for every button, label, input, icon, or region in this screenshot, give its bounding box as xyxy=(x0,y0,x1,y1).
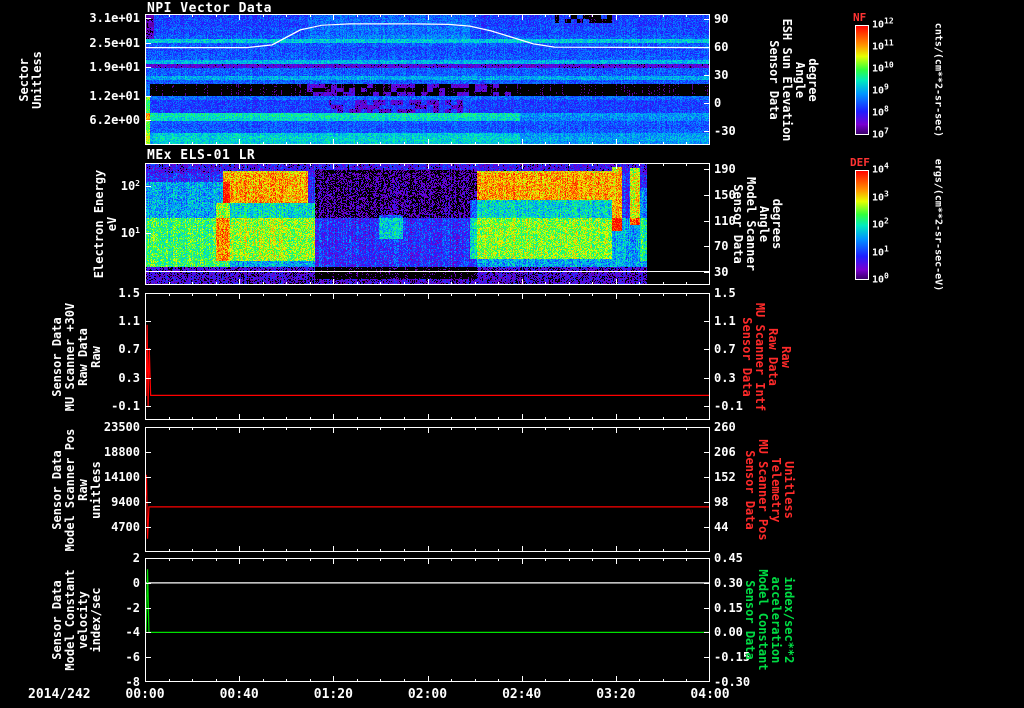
panel4-right-axis-label: Unitless Telemetry MU Scanner Pos Sensor… xyxy=(743,438,796,541)
panel3-left-tick-label: -0.1 xyxy=(111,398,140,413)
panel4-left-tick-label: 4700 xyxy=(111,520,140,534)
panel3-right-tick-label: -0.1 xyxy=(714,398,743,413)
panel1-right-tick-label: 0 xyxy=(714,95,722,110)
panel4-right-tick-label: 98 xyxy=(714,495,729,509)
panel2-left-tick-label: 102 xyxy=(120,178,140,193)
colorbar2-tick-label: 101 xyxy=(872,244,889,258)
panel2-right-tick-label: 150 xyxy=(714,188,736,203)
panel4-left-tick-label: 9400 xyxy=(111,495,140,509)
panel4-right-tick-label: 206 xyxy=(714,445,736,459)
panel5-right-tick-label: 0.00 xyxy=(714,625,743,640)
colorbar1-tick-label: 1010 xyxy=(872,60,894,75)
colorbar2-tick-label: 100 xyxy=(872,271,889,286)
panel5-left-tick-label: 0 xyxy=(132,575,140,590)
colorbar2-tick-label: 102 xyxy=(872,216,889,231)
panel1-left-tick-label: 6.2e+00 xyxy=(89,112,140,127)
colorbar1-tick-label: 1012 xyxy=(872,16,894,31)
panel1-left-tick-label: 1.9e+01 xyxy=(89,60,140,75)
panel1-left-axis-label: Sector Unitless xyxy=(17,50,44,109)
colorbar1-tick-label: 1011 xyxy=(872,38,894,53)
panel2-right-axis-label: degrees Angle Model Scanner Sensor Data xyxy=(731,177,784,271)
colorbar2-unit-label: ergs/(cm**2-sr-sec-eV) xyxy=(932,158,944,292)
colorbar2-tick-label: 103 xyxy=(872,189,889,203)
panel3-left-tick-label: 0.7 xyxy=(118,342,140,357)
panel3-left-tick-label: 1.5 xyxy=(118,286,140,300)
panel1-right-tick-label: 90 xyxy=(714,11,729,26)
panel1-plot-canvas xyxy=(145,14,710,145)
panel4-right-tick-label: 44 xyxy=(714,520,729,534)
time-tick-label: 00:40 xyxy=(219,687,259,702)
panel3-right-tick-label: 1.5 xyxy=(714,286,736,300)
panel1-right-tick-label: -30 xyxy=(714,123,736,138)
panel3-right-tick-label: 0.7 xyxy=(714,342,736,357)
time-tick-label: 00:00 xyxy=(125,687,165,702)
panel4-right-tick-label: 260 xyxy=(714,420,736,434)
panel5-left-tick-label: 2 xyxy=(132,551,140,565)
panel1-left-tick-label: 3.1e+01 xyxy=(89,11,140,26)
colorbar1-unit-label: cnts/(cm**2-sr-sec) xyxy=(932,22,944,138)
panel1-title: NPI Vector Data xyxy=(147,1,272,16)
colorbar2-gradient xyxy=(855,170,869,280)
panel2-left-axis-label: Electron Energy eV xyxy=(92,169,119,279)
panel5-left-axis-label: Sensor Data Model Constant velocity inde… xyxy=(50,569,103,671)
colorbar1-title: NF xyxy=(853,11,867,24)
panel5-right-tick-label: 0.45 xyxy=(714,551,743,565)
panel3-left-axis-label: Sensor Data MU Scanner +30V Raw Data Raw xyxy=(50,302,103,411)
panel3-right-axis-label: Raw Raw Data MU Scanner Intf Sensor Data xyxy=(740,302,793,411)
panel3-plot-canvas xyxy=(145,293,710,420)
panel1-right-tick-label: 60 xyxy=(714,39,729,54)
panel3-left-tick-label: 0.3 xyxy=(118,370,140,385)
colorbar1-gradient xyxy=(855,25,869,135)
colorbar2-tick-label: 104 xyxy=(872,161,889,176)
panel2-title: MEx ELS-01 LR xyxy=(147,148,256,163)
time-tick-label: 03:20 xyxy=(596,687,636,702)
panel4-left-tick-label: 18800 xyxy=(103,445,140,459)
panel4-right-tick-label: 152 xyxy=(714,470,736,484)
panel5-plot-canvas xyxy=(145,558,710,682)
panel3-left-tick-label: 1.1 xyxy=(118,314,140,329)
panel4-left-tick-label: 23500 xyxy=(103,420,140,434)
panel5-left-tick-label: -2 xyxy=(125,600,140,615)
panel1-right-tick-label: 30 xyxy=(714,67,729,82)
colorbar2-title: DEF xyxy=(850,156,870,169)
panel2-right-tick-label: 110 xyxy=(714,213,736,228)
panel2-right-tick-label: 70 xyxy=(714,239,729,254)
panel5-left-tick-label: -4 xyxy=(125,625,140,640)
panel3-right-tick-label: 0.3 xyxy=(714,370,736,385)
panel3-right-tick-label: 1.1 xyxy=(714,314,736,329)
panel4-left-tick-label: 14100 xyxy=(103,470,140,484)
panel5-left-tick-label: -8 xyxy=(125,675,140,689)
panel5-right-tick-label: -0.30 xyxy=(714,675,751,689)
panel2-plot-canvas xyxy=(145,163,710,285)
panel4-plot-canvas xyxy=(145,427,710,552)
panel1-right-axis-label: degree Angle ESH Sun Elevation Sensor Da… xyxy=(767,18,820,141)
time-tick-label: 04:00 xyxy=(690,687,730,702)
time-tick-label: 02:40 xyxy=(502,687,542,702)
panel5-right-tick-label: 0.30 xyxy=(714,575,743,590)
panel5-right-tick-label: 0.15 xyxy=(714,600,743,615)
panel1-left-tick-label: 2.5e+01 xyxy=(89,35,140,50)
colorbar1-tick-label: 107 xyxy=(872,126,889,141)
panel1-left-tick-label: 1.2e+01 xyxy=(89,88,140,103)
colorbar1-tick-label: 109 xyxy=(872,82,889,97)
time-tick-label: 02:00 xyxy=(407,687,448,702)
date-label: 2014/242 xyxy=(28,687,91,702)
colorbar1-tick-label: 108 xyxy=(872,104,889,119)
panel2-right-tick-label: 190 xyxy=(714,162,736,177)
panel2-right-tick-label: 30 xyxy=(714,265,729,280)
panel2-left-tick-label: 101 xyxy=(120,226,140,240)
panel5-right-axis-label: index/sec**2 acceleration Model Constant… xyxy=(743,569,796,671)
panel5-left-tick-label: -6 xyxy=(125,650,140,665)
panel4-left-axis-label: Sensor Data Model Scanner Pos Raw unitle… xyxy=(50,428,103,551)
panel5-right-tick-label: -0.15 xyxy=(714,650,751,665)
time-tick-label: 01:20 xyxy=(313,687,353,702)
